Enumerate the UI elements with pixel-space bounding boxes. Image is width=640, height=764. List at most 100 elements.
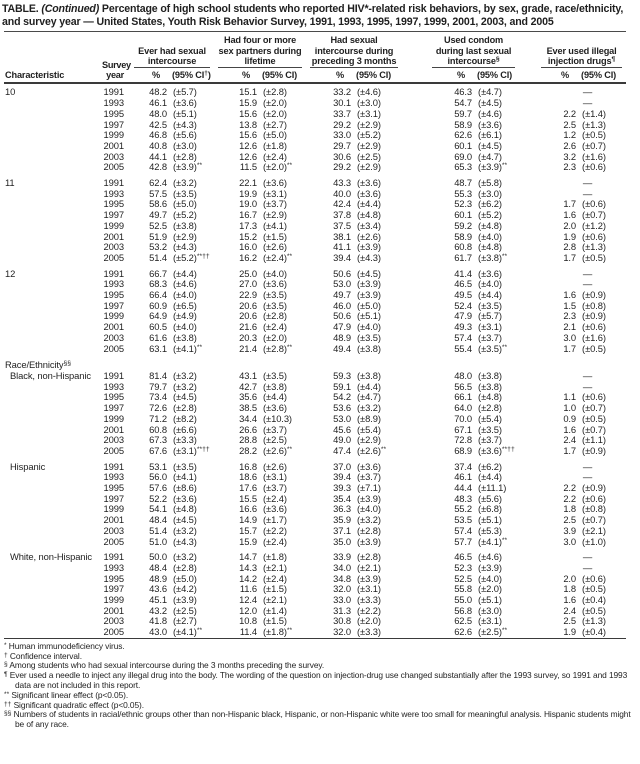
cell-no-data: — xyxy=(582,187,593,199)
cell-pct: 30.1 xyxy=(333,97,352,109)
cell-pct: 16.2 xyxy=(239,251,258,263)
cell-pct: 48.9 xyxy=(333,331,352,343)
cell-pct: 40.8 xyxy=(149,139,167,151)
table-row: 1995 57.6 (±8.6) 17.6 (±3.7) 39.3 (±7.1) 44.4 (±… xyxy=(4,482,626,494)
cell-pct: 32.0 xyxy=(333,583,352,595)
cell-ci: (±0.6) xyxy=(582,321,606,333)
cell-pct: 38.1 xyxy=(333,230,352,242)
cell-ci: (±0.7) xyxy=(582,209,606,221)
cell-ci: (±0.9) xyxy=(582,310,606,322)
cell-ci: (±5.0) xyxy=(173,572,197,584)
col-group-header: Used condom during last sexual intercour… xyxy=(402,32,519,69)
cell-pct: 17.3 xyxy=(239,219,258,231)
table-row: 11 1991 62.4 (±3.2) 22.1 (±3.6) 43.3 (±3.6) 48.7… xyxy=(4,173,626,189)
cell-no-data: — xyxy=(582,561,593,573)
table-row: 2003 53.2 (±4.3) 16.0 (±2.6) 41.1 (±3.9) 60.8 (±… xyxy=(4,242,626,253)
cell-year: 2003 xyxy=(103,434,125,446)
cell-pct: 56.0 xyxy=(149,471,167,483)
row-label xyxy=(4,344,100,355)
cell-ci: (±2.5) xyxy=(263,434,287,446)
cell-pct: 3.0 xyxy=(563,535,577,547)
cell-ci: (±4.2) xyxy=(173,583,197,595)
cell-ci: (±3.0) xyxy=(173,139,197,151)
cell-year: 2003 xyxy=(103,150,125,162)
table-row: 1997 43.6 (±4.2) 11.6 (±1.5) 32.0 (±3.1) 55.8 (±… xyxy=(4,584,626,595)
cell-pct: 48.0 xyxy=(149,107,167,119)
cell-pct: 44.4 xyxy=(454,482,473,494)
footnote-marker: §§ xyxy=(4,710,12,718)
cell-no-data: — xyxy=(582,380,593,392)
cell-ci: (±0.8) xyxy=(582,299,606,311)
cell-pct: 42.4 xyxy=(333,198,352,210)
cell-ci: (±3.9) xyxy=(357,241,381,253)
cell-ci: (±4.3) xyxy=(357,251,381,263)
cell-year: 2003 xyxy=(103,331,125,343)
cell-ci: (±1.5) xyxy=(263,230,287,242)
table-row: Hispanic 1991 53.1 (±3.5) 16.8 (±2.6) 37.0 (±3.… xyxy=(4,457,626,473)
cell-ci: (±2.9) xyxy=(357,161,381,173)
cell-pct: 20.3 xyxy=(239,331,258,343)
cell-pct: 73.4 xyxy=(149,391,167,403)
cell-pct: 60.9 xyxy=(149,299,167,311)
cell-year: 1995 xyxy=(103,198,125,210)
footnote-marker: * xyxy=(4,641,7,649)
cell-pct: 19.0 xyxy=(239,198,258,210)
cell-year: 2005 xyxy=(103,535,125,547)
table-row: 1993 46.1 (±3.6) 15.9 (±2.0) 30.1 (±3.0) 54.7 (±… xyxy=(4,97,626,109)
cell-ci: (±3.5)** xyxy=(478,342,508,354)
cell-ci: (±0.5) xyxy=(582,342,606,354)
cell-pct: 48.7 xyxy=(454,177,473,189)
cell-ci: (±3.0) xyxy=(357,97,381,109)
cell-year: 2001 xyxy=(103,423,125,435)
cell-ci: (±3.9) xyxy=(357,278,381,290)
cell-pct: 60.1 xyxy=(454,139,473,151)
cell-ci: (±5.1) xyxy=(357,310,381,322)
table-header: Characteristic Survey year Ever had sexual… xyxy=(4,32,626,84)
cell-pct: 51.0 xyxy=(149,535,167,547)
cell-ci: (±2.6) xyxy=(263,460,287,472)
table-row: 2005 51.4 (±5.2)**†† 16.2 (±2.4)** 39.4 (±4.3)… xyxy=(4,251,626,264)
cell-ci: (±5.6) xyxy=(478,492,502,504)
cell-pct: 30.8 xyxy=(333,615,352,627)
row-label xyxy=(4,403,100,414)
cell-ci: (±4.4) xyxy=(478,289,502,301)
cell-pct: 39.4 xyxy=(333,471,352,483)
cell-pct: 15.2 xyxy=(239,230,258,242)
cell-ci: (±1.3) xyxy=(582,118,606,130)
row-label xyxy=(4,606,100,617)
cell-pct: 1.5 xyxy=(563,299,577,311)
cell-pct: 57.4 xyxy=(454,331,473,343)
table-row: 1993 56.0 (±4.1) 18.6 (±3.1) 39.4 (±3.7) 46.1 (±… xyxy=(4,472,626,483)
cell-ci: (±3.3) xyxy=(173,434,197,446)
cell-pct: 54.2 xyxy=(333,391,352,403)
cell-ci: (±4.5) xyxy=(173,391,197,403)
table-row: 2001 60.8 (±6.6) 26.6 (±3.7) 45.6 (±5.4) 67.1 (±… xyxy=(4,423,626,436)
col-header-characteristic: Characteristic xyxy=(5,70,65,81)
footnotes: * Human immunodeficiency virus. † Confide… xyxy=(2,639,638,730)
table-row: 1993 79.7 (±3.2) 42.7 (±3.8) 59.1 (±4.4) 56.5 (±… xyxy=(4,380,626,393)
cell-ci: (±0.6) xyxy=(582,391,606,403)
cell-ci: (±8.9) xyxy=(357,412,381,424)
col-header-ci: (95% CI) xyxy=(356,70,392,81)
footnote-marker: ¶ xyxy=(4,671,8,679)
cell-ci: (±4.4) xyxy=(263,391,287,403)
cell-ci: (±3.9) xyxy=(357,572,381,584)
row-label xyxy=(4,537,100,548)
cell-pct: 38.5 xyxy=(239,402,258,414)
row-label xyxy=(4,120,100,131)
cell-ci: (±4.4) xyxy=(478,471,502,483)
table-title: TABLE. (Continued) Percentage of high sc… xyxy=(2,3,638,28)
cell-ci: (±3.2) xyxy=(173,380,197,392)
cell-ci: (±3.1) xyxy=(478,321,502,333)
cell-year: 1997 xyxy=(103,492,125,504)
row-label xyxy=(4,494,100,505)
cell-year: 1997 xyxy=(103,402,125,414)
cell-ci: (±3.2) xyxy=(173,524,197,536)
cell-pct: 42.8 xyxy=(149,161,167,173)
cell-ci: (±3.2) xyxy=(357,514,381,526)
cell-pct: 11.4 xyxy=(239,626,258,638)
cell-pct: 35.4 xyxy=(333,492,352,504)
cell-pct: 60.8 xyxy=(454,241,473,253)
row-label: 12 xyxy=(5,267,16,279)
cell-year: 1999 xyxy=(103,594,125,606)
